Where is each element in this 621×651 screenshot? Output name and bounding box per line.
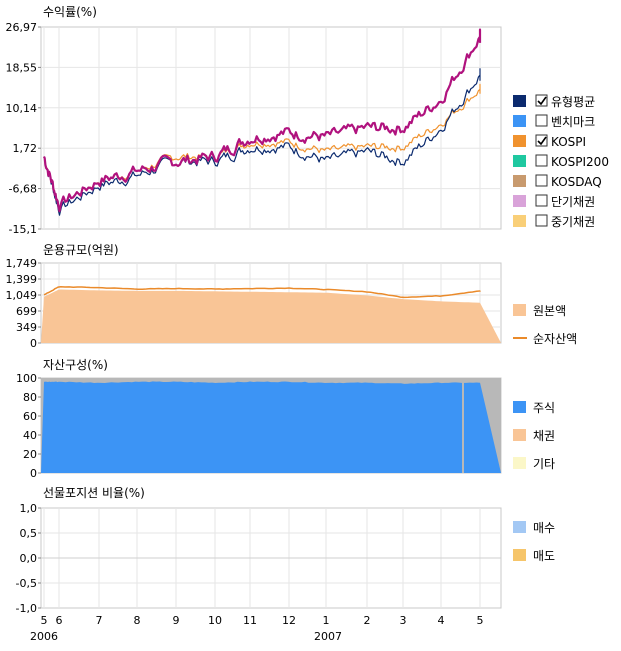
y-tick-label: -1,0 <box>16 602 37 615</box>
chart-title: 선물포지션 비율(%) <box>43 486 145 500</box>
legend-label: KOSPI200 <box>551 155 609 169</box>
legend-label: 기타 <box>533 457 555 471</box>
legend-label: 유형평균 <box>551 95 595 109</box>
x-tick-label: 8 <box>134 614 141 627</box>
y-tick-label: 0 <box>30 337 37 350</box>
legend-swatch <box>513 95 526 107</box>
chart-title: 운용규모(억원) <box>43 243 119 257</box>
x-tick-label: 5 <box>41 614 48 627</box>
legend-swatch <box>513 521 526 533</box>
x-tick-label: 6 <box>56 614 63 627</box>
legend-swatch <box>513 115 526 127</box>
x-tick-label: 9 <box>173 614 180 627</box>
series-line-fund <box>42 28 482 213</box>
legend-swatch <box>513 549 526 561</box>
y-tick-label: 699 <box>16 305 37 318</box>
y-tick-label: 60 <box>23 410 37 423</box>
series-line-benchmark <box>43 68 481 216</box>
y-tick-label: -0,5 <box>16 577 37 590</box>
y-tick-label: -15,1 <box>9 223 37 236</box>
chart-title: 수익률(%) <box>43 5 97 19</box>
legend-label: 순자산액 <box>533 332 577 346</box>
x-tick-label: 12 <box>282 614 296 627</box>
y-tick-label: -6,68 <box>9 183 37 196</box>
legend-label: 채권 <box>533 429 555 443</box>
legend-checkbox[interactable] <box>535 94 548 107</box>
legend-swatch <box>513 135 526 147</box>
y-tick-label: 0,5 <box>20 527 38 540</box>
y-tick-label: 0 <box>30 467 37 480</box>
x-tick-label: 2 <box>364 614 371 627</box>
x-year-label: 2006 <box>30 630 58 643</box>
stock-area <box>41 381 501 473</box>
x-year-label: 2007 <box>314 630 342 643</box>
legend-label: 주식 <box>533 401 555 415</box>
legend-swatch <box>513 155 526 167</box>
legend-swatch <box>513 457 526 469</box>
y-tick-label: 80 <box>23 391 37 404</box>
net-asset-line <box>43 285 481 299</box>
x-tick-label: 1 <box>323 614 330 627</box>
legend-label: KOSDAQ <box>551 175 602 189</box>
plot-area <box>40 26 502 230</box>
x-tick-label: 3 <box>400 614 407 627</box>
y-tick-label: 100 <box>16 372 37 385</box>
legend-checkbox[interactable] <box>535 194 548 207</box>
legend-checkbox[interactable] <box>535 114 548 127</box>
legend-checkbox[interactable] <box>535 134 548 147</box>
x-tick-label: 11 <box>243 614 257 627</box>
legend-swatch <box>513 429 526 441</box>
legend-swatch <box>513 175 526 187</box>
y-tick-label: 40 <box>23 429 37 442</box>
legend-label: 벤치마크 <box>551 115 595 129</box>
legend-label: KOSPI <box>551 135 586 149</box>
legend-swatch <box>513 401 526 413</box>
y-tick-label: 20 <box>23 448 37 461</box>
y-tick-label: 1,399 <box>6 273 38 286</box>
legend-checkbox[interactable] <box>535 214 548 227</box>
y-tick-label: 1,749 <box>6 257 38 270</box>
legend-label: 매도 <box>533 549 555 563</box>
chart-title: 자산구성(%) <box>43 358 108 372</box>
legend-label: 원본액 <box>533 304 566 318</box>
y-tick-label: 18,55 <box>6 61 38 74</box>
x-tick-label: 10 <box>208 614 222 627</box>
legend-swatch <box>513 215 526 227</box>
check-icon <box>537 96 547 106</box>
legend-label: 중기채권 <box>551 215 595 229</box>
legend-label: 단기채권 <box>551 195 595 209</box>
check-icon <box>537 136 547 146</box>
legend-swatch <box>513 195 526 207</box>
x-tick-label: 5 <box>477 614 484 627</box>
y-tick-label: 1,0 <box>20 502 38 515</box>
y-tick-label: 1,72 <box>13 142 38 155</box>
y-tick-label: 1,049 <box>6 289 38 302</box>
y-tick-label: 26,97 <box>6 21 38 34</box>
principal-area <box>41 289 501 343</box>
x-tick-label: 7 <box>96 614 103 627</box>
x-tick-label: 4 <box>438 614 445 627</box>
legend-label: 매수 <box>533 521 555 535</box>
legend-checkbox[interactable] <box>535 174 548 187</box>
y-tick-label: 0,0 <box>20 552 38 565</box>
y-tick-label: 10,14 <box>6 102 38 115</box>
legend-checkbox[interactable] <box>535 154 548 167</box>
legend-swatch <box>513 304 526 316</box>
y-tick-label: 349 <box>16 321 37 334</box>
